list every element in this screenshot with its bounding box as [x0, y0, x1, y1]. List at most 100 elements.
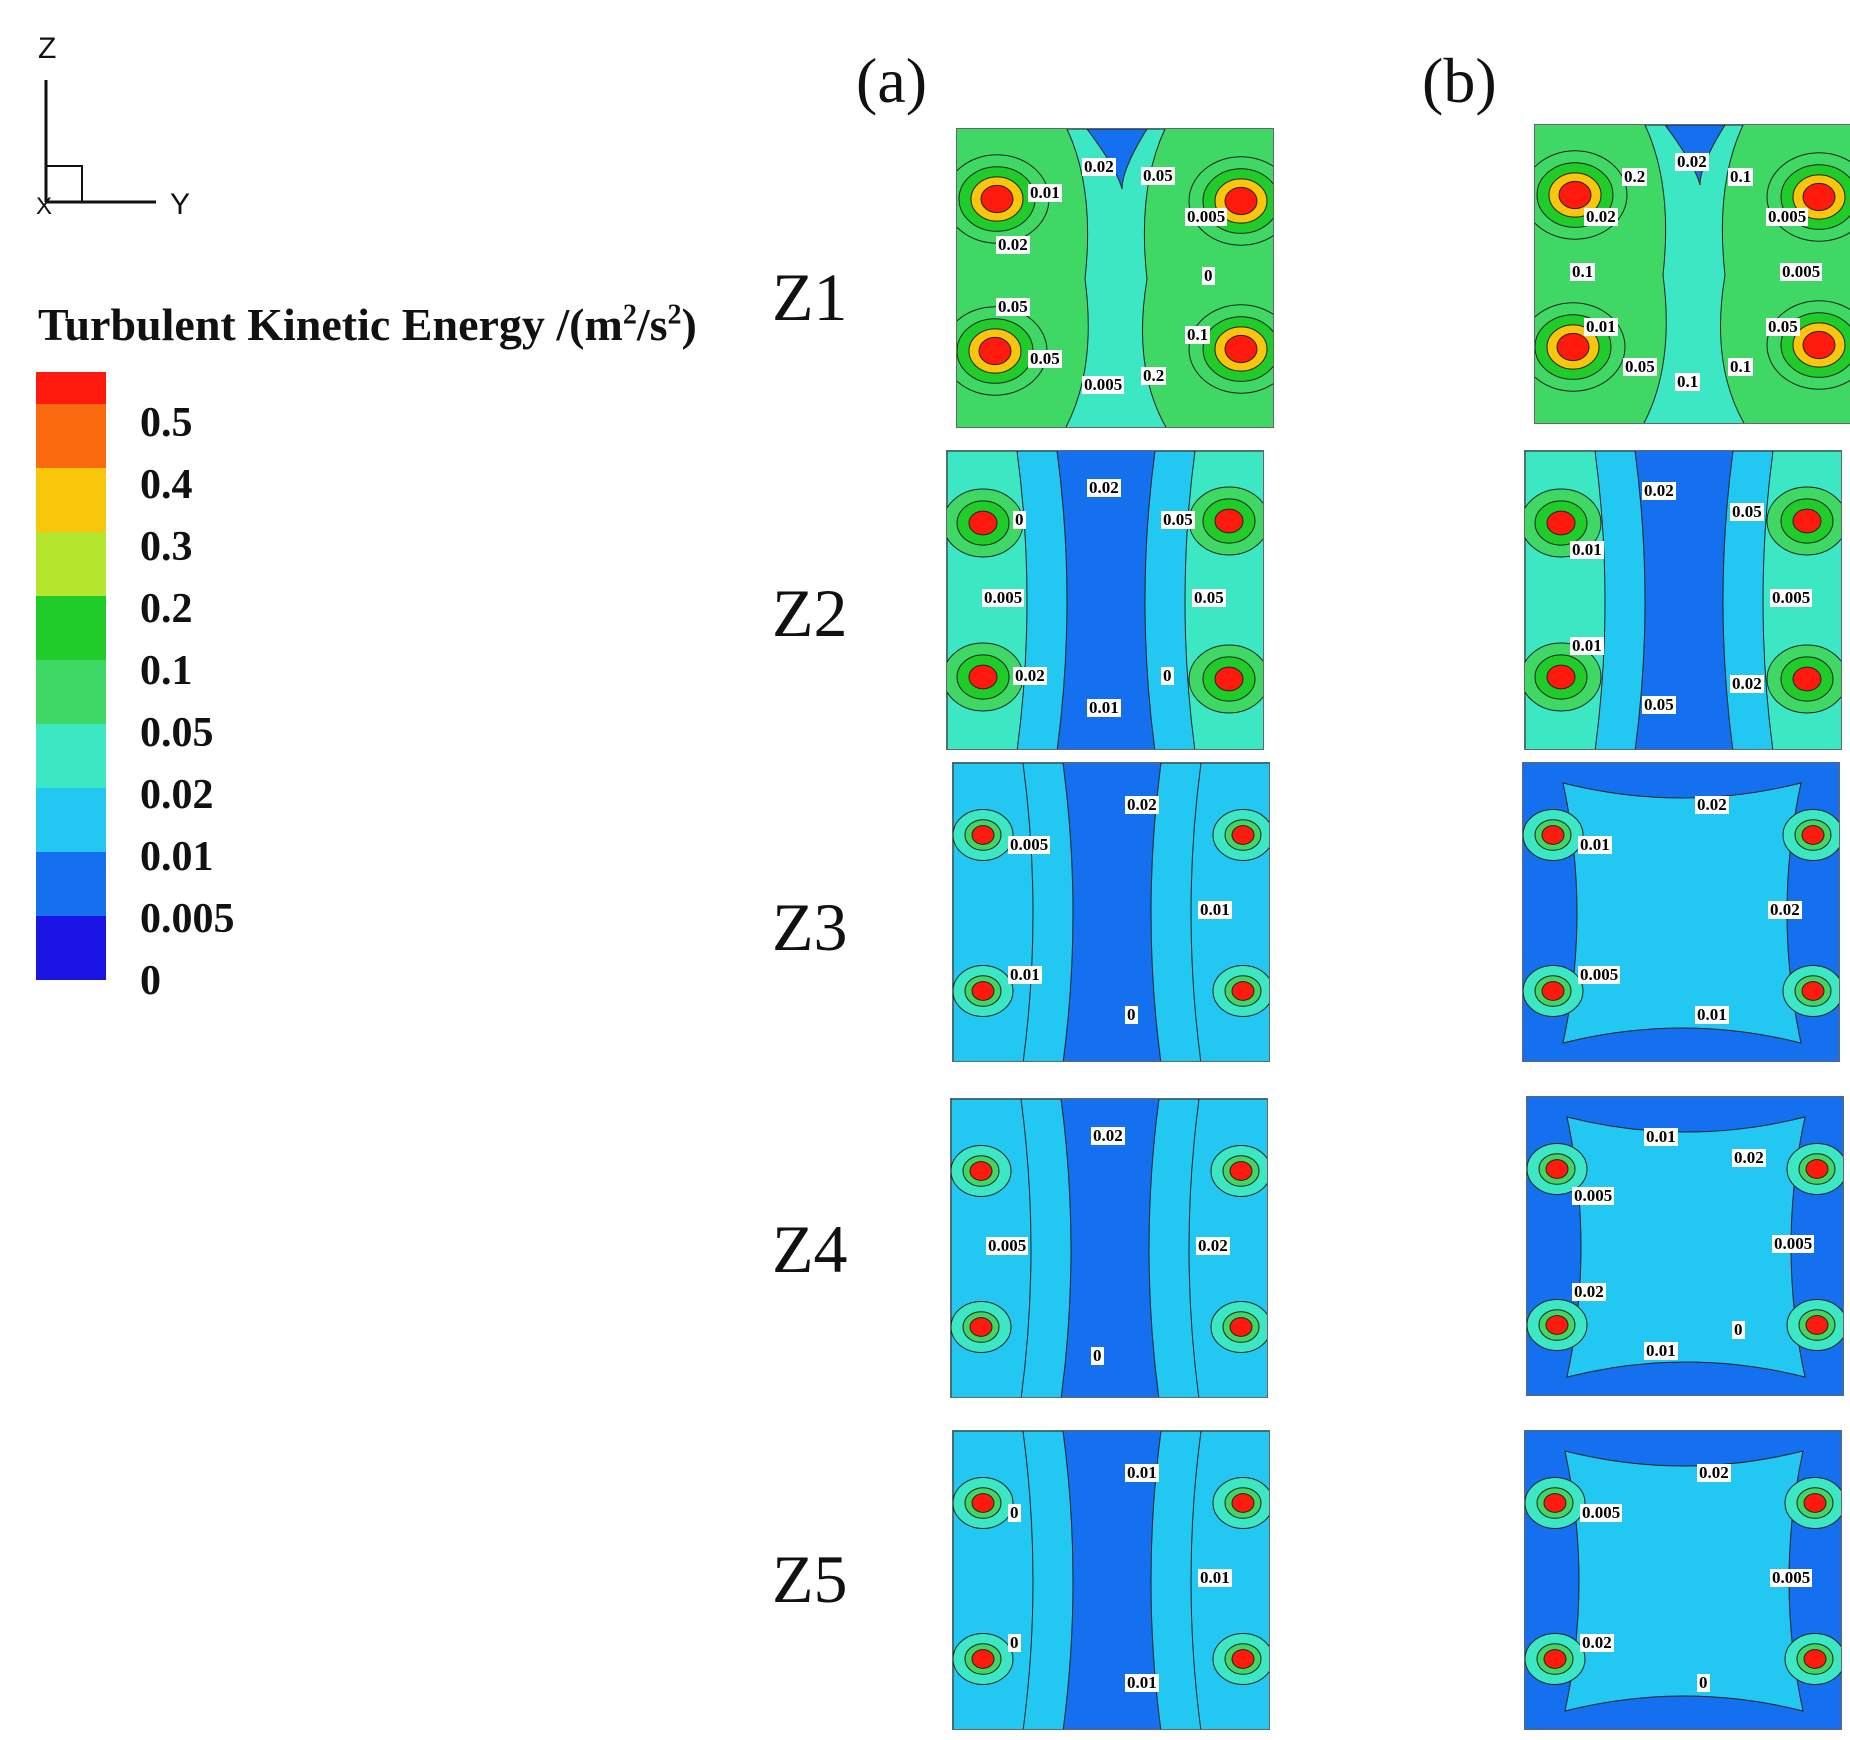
contour-label: 0.02 [1730, 674, 1764, 693]
contour-panel-z4-b: 0.005 0 0.01 0.02 0.005 0.01 0.02 [1526, 1096, 1844, 1396]
hotspot-contour [1231, 1493, 1255, 1513]
x-axis-label: X [36, 193, 52, 220]
left-inner-region [953, 763, 1034, 1061]
contour-label: 0 [1161, 666, 1174, 685]
contour-panel-z1-a: 0 0.1 0.2 0.005 0.05 0.05 0.02 0.01 0.02 0.05 0.00… [956, 128, 1274, 428]
contour-label: 0.005 [1772, 1234, 1815, 1253]
colorbar-swatch [36, 596, 106, 660]
colorbar-swatch [36, 852, 106, 916]
colorbar-swatch [36, 916, 106, 980]
hotspot-contour [1805, 1315, 1829, 1335]
hotspot-contour [1801, 825, 1825, 845]
contour-label: 0.01 [1198, 900, 1232, 919]
contour-label: 0.01 [1570, 540, 1604, 559]
contour-label: 0.005 [1082, 375, 1125, 394]
hotspot-contour [1541, 981, 1565, 1001]
contour-panel-z3-b: 0.02 0.01 0.005 0.01 0.02 [1522, 762, 1840, 1062]
contour-label: 0.01 [1198, 1568, 1232, 1587]
center-region [1564, 1450, 1804, 1712]
column-header-b: (b) [1422, 45, 1497, 116]
row-label-z4: Z4 [772, 1211, 848, 1287]
contour-label: 0 [1697, 1673, 1710, 1692]
y-axis-label: Y [170, 188, 190, 220]
colorbar-swatch [36, 788, 106, 852]
contour-label: 0.005 [1580, 1503, 1623, 1522]
contour-label: 0.01 [1125, 1463, 1159, 1482]
hotspot-contour [980, 184, 1014, 214]
contour-label: 0.1 [1185, 325, 1211, 344]
contour-label: 0.005 [1578, 965, 1621, 984]
hotspot-contour [978, 336, 1012, 366]
contour-panel-z3-a: 0.01 0 0.01 0.005 0.02 [952, 762, 1270, 1062]
contour-plot [1525, 1431, 1841, 1729]
hotspot-contour [968, 664, 998, 690]
hotspot-contour [1802, 182, 1836, 212]
contour-plot [957, 129, 1273, 427]
hotspot-contour [1802, 330, 1836, 360]
hotspot-contour [1545, 1315, 1569, 1335]
contour-label: 0.05 [996, 297, 1030, 316]
colorbar-tick-label: 0.2 [140, 586, 193, 632]
contour-label: 0.005 [1572, 1186, 1615, 1205]
contour-label: 0.01 [1570, 636, 1604, 655]
hotspot-contour [1543, 1493, 1567, 1513]
hotspot-contour [971, 981, 995, 1001]
hotspot-contour [1214, 508, 1244, 534]
hotspot-contour [1805, 1159, 1829, 1179]
colorbar [36, 372, 106, 988]
colorbar-swatch [36, 724, 106, 788]
row-label-z3: Z3 [772, 889, 848, 965]
contour-panel-z2-a: 0.05 0 0.01 0.02 0.005 0 0.02 0.05 [946, 450, 1264, 750]
colorbar-swatch [36, 532, 106, 596]
contour-label: 0.02 [1584, 207, 1618, 226]
center-region [1643, 125, 1745, 423]
contour-label: 0.2 [1622, 167, 1648, 186]
hotspot-contour [1231, 825, 1255, 845]
contour-label: 0.005 [1766, 207, 1809, 226]
contour-label: 0.05 [1161, 510, 1195, 529]
center-region [1065, 129, 1167, 427]
contour-label: 0.05 [1623, 357, 1657, 376]
contour-label: 0 [1202, 266, 1215, 285]
colorbar-tick-label: 0.3 [140, 524, 193, 570]
contour-label: 0.005 [1770, 588, 1813, 607]
contour-label: 0.005 [1008, 835, 1051, 854]
contour-label: 0.1 [1728, 167, 1754, 186]
colorbar-tick-label: 0.005 [140, 896, 235, 942]
contour-label: 0.01 [1644, 1341, 1678, 1360]
colorbar-swatch [36, 372, 106, 404]
contour-label: 0.02 [996, 235, 1030, 254]
contour-label: 0.01 [1028, 183, 1062, 202]
hotspot-contour [969, 1161, 993, 1181]
contour-label: 0.005 [1780, 262, 1823, 281]
hotspot-contour [1803, 1649, 1827, 1669]
row-label-z2: Z2 [772, 575, 848, 651]
colorbar-tick-label: 0.01 [140, 834, 214, 880]
legend-title: Turbulent Kinetic Energy /(m2/s2) [38, 299, 697, 350]
z-axis-label: Z [38, 32, 56, 65]
contour-panel-z2-b: 0.005 0.02 0.05 0.01 0.01 0.02 0.05 [1524, 450, 1842, 750]
contour-label: 0.05 [1730, 502, 1764, 521]
contour-label: 0.1 [1570, 262, 1596, 281]
contour-label: 0.01 [1695, 1005, 1729, 1024]
hotspot-contour [1543, 1649, 1567, 1669]
contour-label: 0.02 [1697, 1463, 1731, 1482]
hotspot-contour [1546, 510, 1576, 536]
row-label-z1: Z1 [772, 259, 848, 335]
contour-label: 0 [1732, 1320, 1745, 1339]
center-low-region [1086, 129, 1148, 190]
contour-label: 0.02 [1675, 152, 1709, 171]
colorbar-tick-label: 0 [140, 958, 161, 1004]
colorbar-tick-label: 0.02 [140, 772, 214, 818]
contour-panel-z1-b: 0.005 0.05 0.1 0.1 0.05 0.01 0.1 0.02 0.2 0.02 0.1… [1534, 124, 1850, 424]
contour-label: 0.02 [1087, 478, 1121, 497]
contour-label: 0.01 [1578, 835, 1612, 854]
hotspot-contour [1546, 664, 1576, 690]
hotspot-contour [971, 1493, 995, 1513]
hotspot-contour [968, 510, 998, 536]
contour-label: 0.02 [1125, 795, 1159, 814]
contour-label: 0.005 [1770, 1568, 1813, 1587]
hotspot-contour [1558, 180, 1592, 210]
contour-label: 0.02 [1091, 1126, 1125, 1145]
hotspot-contour [1231, 981, 1255, 1001]
